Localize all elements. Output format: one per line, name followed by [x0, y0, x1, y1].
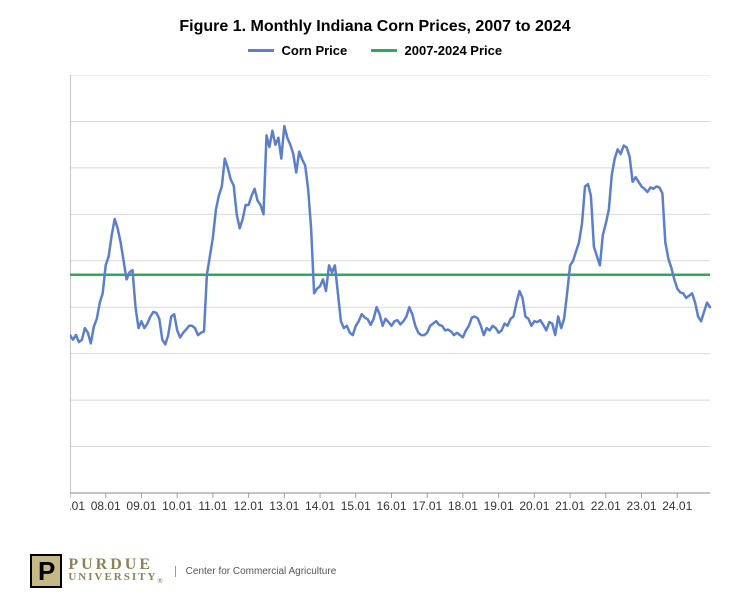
chart-title: Figure 1. Monthly Indiana Corn Prices, 2… — [0, 0, 750, 36]
svg-text:13.01: 13.01 — [269, 499, 299, 513]
svg-text:19.01: 19.01 — [484, 499, 514, 513]
purdue-p-icon: P — [30, 554, 62, 588]
svg-text:07.01: 07.01 — [70, 499, 85, 513]
legend-item-average: 2007-2024 Price — [371, 42, 502, 58]
svg-text:21.01: 21.01 — [555, 499, 585, 513]
legend-swatch-1 — [248, 49, 274, 52]
legend: Corn Price 2007-2024 Price — [0, 36, 750, 58]
svg-text:09.01: 09.01 — [126, 499, 156, 513]
svg-text:18.01: 18.01 — [448, 499, 478, 513]
center-for-ag-label: Center for Commercial Agriculture — [175, 566, 337, 577]
trademark-icon: ® — [157, 577, 164, 585]
purdue-logo: P PURDUE UNIVERSITY® Center for Commerci… — [30, 554, 336, 588]
svg-text:22.01: 22.01 — [591, 499, 621, 513]
svg-text:20.01: 20.01 — [519, 499, 549, 513]
svg-text:11.01: 11.01 — [198, 499, 227, 513]
svg-text:14.01: 14.01 — [305, 499, 335, 513]
plot-area: $0.00$1.00$2.00$3.00$4.00$5.00$6.00$7.00… — [70, 75, 720, 515]
legend-item-corn-price: Corn Price — [248, 42, 347, 58]
svg-text:17.01: 17.01 — [412, 499, 442, 513]
legend-swatch-2 — [371, 49, 397, 52]
svg-text:16.01: 16.01 — [376, 499, 406, 513]
legend-label-2: 2007-2024 Price — [405, 43, 503, 58]
chart-svg: $0.00$1.00$2.00$3.00$4.00$5.00$6.00$7.00… — [70, 75, 720, 515]
svg-text:15.01: 15.01 — [341, 499, 371, 513]
purdue-name-bottom: UNIVERSITY — [68, 571, 157, 583]
svg-text:12.01: 12.01 — [234, 499, 264, 513]
svg-text:08.01: 08.01 — [91, 499, 121, 513]
svg-text:23.01: 23.01 — [627, 499, 657, 513]
svg-text:24.01: 24.01 — [662, 499, 692, 513]
legend-label-1: Corn Price — [282, 43, 348, 58]
svg-text:10.01: 10.01 — [162, 499, 192, 513]
chart-container: Figure 1. Monthly Indiana Corn Prices, 2… — [0, 0, 750, 600]
